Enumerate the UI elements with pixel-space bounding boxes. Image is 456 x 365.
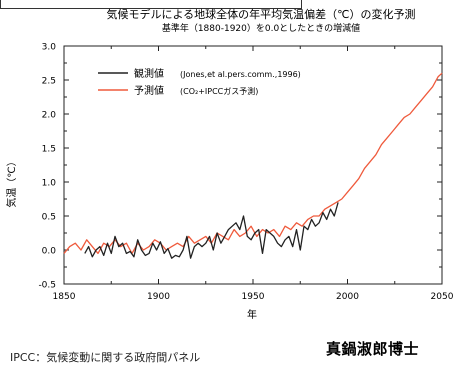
legend: 観測値 (Jones,et al.pers.comm.,1996) 予測値 (C… xyxy=(98,67,301,97)
chart-subtitle: 基準年（1880-1920）を0.0としたときの増減値 xyxy=(162,22,360,34)
legend-label-observed: 観測値 xyxy=(134,67,164,80)
series-layer xyxy=(63,72,443,259)
y-tick-label: 1.0 xyxy=(42,179,57,189)
x-tick-label: 2000 xyxy=(336,292,359,302)
author-name: 真鍋淑郎博士 xyxy=(326,340,420,358)
plot-frame xyxy=(63,45,443,285)
x-tick-label: 1900 xyxy=(147,292,170,302)
x-axis-label: 年 xyxy=(247,308,257,321)
y-tick-label: 0.5 xyxy=(42,213,56,223)
y-axis-label: 気温（℃） xyxy=(5,156,18,207)
y-tick-label: 0.0 xyxy=(42,247,57,257)
predicted-series-line xyxy=(63,72,443,255)
legend-note-predicted: (CO₂+IPCCガス予測) xyxy=(180,86,258,96)
y-tick-label: 3.0 xyxy=(42,43,57,53)
x-tick-label: 2050 xyxy=(431,292,454,302)
footnote: IPCC：気候変動に関する政府間パネル xyxy=(10,351,201,364)
legend-label-predicted: 予測値 xyxy=(134,84,164,97)
chart-title: 気候モデルによる地球全体の年平均気温偏差（℃）の変化予測 xyxy=(106,7,415,21)
x-axis: 1850 1900 1950 2000 2050 xyxy=(53,46,454,302)
y-axis: -0.5 0.0 0.5 1.0 1.5 2.0 2.5 3.0 xyxy=(38,43,442,291)
legend-note-observed: (Jones,et al.pers.comm.,1996) xyxy=(180,70,301,79)
y-tick-label: 2.0 xyxy=(42,111,57,121)
y-tick-label: 2.5 xyxy=(42,77,56,87)
x-tick-label: 1950 xyxy=(242,292,265,302)
observed-series-line xyxy=(84,202,339,259)
top-label-box xyxy=(0,0,302,9)
x-tick-label: 1850 xyxy=(53,292,76,302)
y-tick-label: -0.5 xyxy=(38,281,56,291)
y-tick-label: 1.5 xyxy=(42,145,56,155)
